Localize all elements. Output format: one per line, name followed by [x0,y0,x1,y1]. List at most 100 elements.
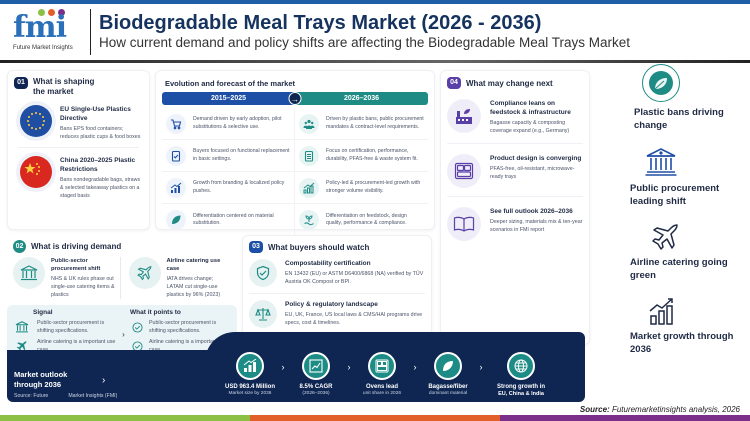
china-flag-icon [20,156,52,188]
market-outlook-band [7,350,585,402]
source-note: Source: Futuremarketinsights analysis, 2… [580,405,740,414]
stat-caption: (2026–2036) [302,391,330,396]
divider [18,147,139,148]
point-text: Public-sector procurement is shifting sp… [149,320,217,334]
evo-text: Buyers focused on functional replacement… [193,148,290,162]
evo-text: Differentiation on feedstock, design qua… [326,212,407,227]
stat-value: Strong growth in [497,384,545,390]
stat-value: Bagasse/fiber [428,384,468,390]
period-timeline-bar: 2015–2025 2026–2036 → [162,92,428,105]
evo-cell-left: Demand driven by early adoption, pilot s… [162,108,295,140]
section-title: What buyers should watch [268,242,370,252]
evo-text: Growth from branding & localized policy … [193,180,285,194]
bar-chart-growth-icon [166,177,186,198]
signal-text: Public-sector procurement is shifting sp… [37,320,105,334]
highlight-item: Plastic bans driving change [630,64,740,132]
item-desc: NHS & UK rules phase out single-use cate… [51,276,115,298]
signal-header: Signal [33,309,53,316]
section-title: What is shaping the market [33,77,95,96]
list-item: Compostability certification EN 13432 (E… [249,259,425,294]
chevron-right-icon: › [479,362,483,372]
check-circle-icon [132,321,143,333]
airplane-icon [650,222,740,252]
item-title: See full outlook 2026–2036 [490,208,573,215]
item-desc: Bans nondegradable bags, straws & select… [60,177,141,199]
airplane-icon [16,341,27,351]
checklist-icon [299,145,319,166]
meal-tray-icon [368,352,396,380]
evo-cell-left: Buyers focused on functional replacement… [162,140,295,172]
government-building-icon [13,257,45,289]
stat-item: Strong growth in EU, China & India [486,352,556,397]
evo-cell-left: Growth from branding & localized policy … [162,172,295,204]
outlook-source-left: Source: Future [14,393,49,399]
list-item: Policy & regulatory landscape EU, UK, Fr… [249,300,425,334]
leaf-icon [434,352,462,380]
outlook-title: Market outlook through 2036 [14,370,68,389]
people-group-icon [299,113,319,134]
evo-cell-left: Differentiation centered on material sub… [162,204,295,236]
chevron-right-icon: › [413,362,417,372]
section-what-may-change: 04 What may change next Compliance leans… [440,70,590,345]
highlight-label: Market growth through 2036 [630,331,734,355]
stat-item: Ovens lead unit share in 2026 [354,352,410,396]
item-desc: IATA drives change; LATAM cut single-use… [166,276,221,298]
list-item: Product design is converging PFAS-free, … [447,154,583,197]
evo-cell-right: Focus on certification, performance, dur… [295,140,428,172]
chevron-right-icon: › [102,374,106,386]
section-number: 04 [447,77,461,89]
section-evolution-forecast: Evolution and forecast of the market 201… [155,70,435,236]
government-building-icon [15,321,29,333]
item-desc: PFAS-free, oil-resistant, microwave-read… [490,166,575,180]
chevron-right-icon: › [122,330,125,339]
shopping-cart-icon [166,113,186,134]
stat-caption: EU, China & India [498,391,544,397]
header-bottom-bar [0,60,750,63]
item-title: China 2020–2025 Plastic Restrictions [60,157,136,173]
globe-icon [507,352,535,380]
source-text: Futuremarketinsights analysis, 2026 [611,405,740,414]
outlook-source-right: Market Insights (FMI) [68,393,118,399]
leaf-icon [166,210,186,230]
evo-text: Policy-led & procurement-led growth with… [326,180,421,194]
full-outlook-link[interactable]: See full outlook 2026–2036 Deeper sizing… [447,207,583,249]
stats-row: USD 963.4 Million Market size by 2036 › … [222,352,556,397]
highlight-label: Airline catering going green [630,257,728,281]
section-what-buyers-watch: 03 What buyers should watch Compostabili… [242,235,432,347]
item-desc: Deeper sizing, materials mix & ten-year … [490,219,583,233]
section-title: What is driving demand [31,242,122,251]
source-label: Source: [579,405,610,414]
outlook-label: Market outlook through 2036 › Source: Fu… [14,370,117,399]
scales-icon [249,300,277,328]
period-right: 2026–2036 [295,92,428,105]
evo-text: Driven by plastic bans, public procureme… [326,116,424,130]
fmi-logo[interactable]: fmi Future Market Insights [10,7,86,57]
list-item: Compliance leans on feedstock & infrastr… [447,99,583,144]
item-desc: Bans EPS food containers; reduces plasti… [60,126,141,140]
stat-item: 8.5% CAGR (2026–2036) [288,352,344,396]
item-desc: EU, UK, France, US local laws & CMS/HAI … [285,312,423,326]
item-title: Compostability certification [285,260,371,267]
signal-row: Public-sector procurement is shifting sp… [15,319,122,335]
item-title: Policy & regulatory landscape [285,301,378,308]
section-number: 03 [249,241,263,253]
stat-caption: unit share in 2026 [362,391,402,396]
stat-caption: dominant material [428,391,468,396]
meal-tray-icon [447,154,481,188]
points-header: What it points to [130,309,181,316]
evo-cell-right: Differentiation on feedstock, design qua… [295,204,428,236]
shield-check-icon [249,259,277,287]
clipboard-check-icon [166,145,186,166]
section-title: What may change next [466,78,553,88]
section-number: 02 [13,240,26,253]
highlights-column: Plastic bans driving change Public procu… [630,64,740,370]
list-item: Public-sector procurement shift NHS & UK… [13,257,121,299]
header-divider [90,9,91,55]
highlight-item: Airline catering going green [630,222,740,282]
item-title: EU Single-Use Plastics Directive [60,106,131,122]
bar-chart-growth-icon [299,177,319,198]
evo-text: Focus on certification, performance, dur… [326,148,418,162]
section-title: Evolution and forecast of the market [165,79,296,88]
leaf-icon [642,64,680,102]
footer-color-bar [0,415,750,421]
